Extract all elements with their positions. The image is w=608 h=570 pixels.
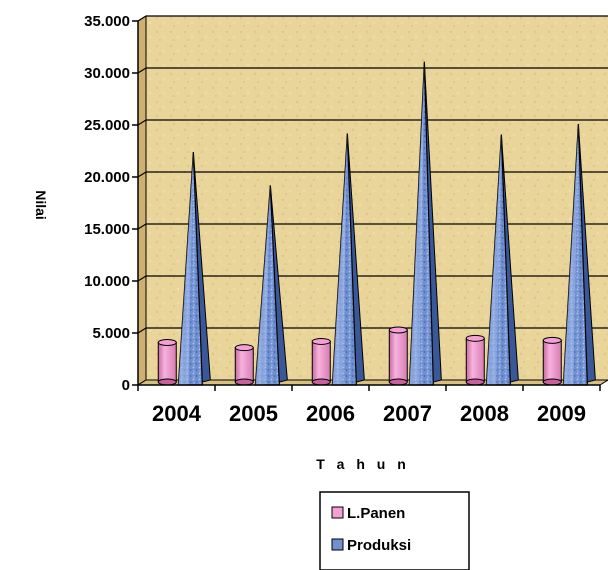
gridline-side bbox=[137, 275, 147, 282]
bar-lpanen-base bbox=[465, 378, 485, 386]
legend-label: Produksi bbox=[347, 537, 411, 554]
bar-lpanen-base bbox=[388, 378, 408, 386]
y-tick-label: 30.000 bbox=[84, 65, 130, 82]
gridline-side bbox=[137, 327, 147, 334]
y-tick-label: 15.000 bbox=[84, 221, 130, 238]
bar-produksi bbox=[331, 133, 365, 386]
legend-swatch-produksi bbox=[331, 538, 344, 551]
legend-label: L.Panen bbox=[347, 505, 405, 522]
bar-lpanen-top bbox=[542, 336, 562, 344]
y-tick-label: 25.000 bbox=[84, 117, 130, 134]
bar-lpanen-body bbox=[311, 340, 331, 383]
bar-lpanen-body bbox=[234, 347, 254, 383]
bar-lpanen-top bbox=[157, 338, 177, 346]
bar-lpanen bbox=[234, 344, 254, 386]
legend-swatch-lpanen bbox=[331, 506, 344, 519]
plot-wall bbox=[136, 15, 608, 386]
legend-box: L.Panen Produksi bbox=[319, 491, 470, 570]
bar-produksi bbox=[562, 124, 596, 386]
bar-lpanen-body bbox=[157, 341, 177, 383]
bar-produksi-highlight bbox=[332, 133, 348, 385]
bar-produksi bbox=[408, 61, 442, 386]
legend: L.Panen Produksi bbox=[319, 491, 470, 570]
bar-lpanen-top bbox=[388, 326, 408, 334]
bar-produksi-highlight bbox=[486, 134, 502, 385]
legend-frame bbox=[319, 491, 470, 570]
gridline-side bbox=[137, 15, 147, 22]
x-tick-label: 2007 bbox=[383, 401, 432, 426]
bar-produksi-highlight bbox=[563, 124, 579, 386]
axes bbox=[132, 20, 601, 391]
bar-lpanen-body bbox=[465, 337, 485, 383]
bar-produksi-highlight bbox=[255, 185, 271, 385]
bar-lpanen-body bbox=[388, 329, 408, 383]
bar-lpanen-base bbox=[157, 378, 177, 386]
gridline-side bbox=[137, 119, 147, 126]
y-tick-label: 5.000 bbox=[92, 325, 130, 342]
bar-lpanen bbox=[465, 334, 485, 386]
y-tick-label: 20.000 bbox=[84, 169, 130, 186]
gridline-side bbox=[137, 223, 147, 230]
y-tick-label: 0 bbox=[122, 377, 130, 394]
bar-lpanen bbox=[311, 337, 331, 386]
x-tick-label: 2008 bbox=[460, 401, 509, 426]
back-wall bbox=[145, 15, 608, 381]
bar-lpanen-top bbox=[465, 334, 485, 342]
bar-lpanen-base bbox=[311, 378, 331, 386]
y-tick-label: 10.000 bbox=[84, 273, 130, 290]
gridline-side bbox=[137, 67, 147, 74]
x-tick-label: 2005 bbox=[229, 401, 278, 426]
bar-lpanen-base bbox=[542, 378, 562, 386]
bar-lpanen bbox=[388, 326, 408, 386]
x-tick-label: 2004 bbox=[152, 401, 202, 426]
bar-produksi-highlight bbox=[178, 152, 194, 385]
bar-lpanen bbox=[542, 336, 562, 386]
bar-produksi-highlight bbox=[409, 61, 425, 385]
gridlines bbox=[137, 15, 608, 334]
x-axis-title: T a h u n bbox=[316, 456, 410, 472]
labels: 0 5.000 10.000 15.000 20.000 25.000 30.000 35.0… bbox=[33, 13, 586, 472]
y-axis-title: Nilai bbox=[33, 190, 49, 220]
y-tick-label: 35.000 bbox=[84, 13, 130, 30]
bar-produksi bbox=[254, 185, 288, 386]
bars bbox=[157, 61, 596, 386]
bar-lpanen-body bbox=[542, 339, 562, 383]
x-tick-label: 2006 bbox=[306, 401, 355, 426]
gridline-side bbox=[137, 171, 147, 178]
side-wall bbox=[137, 15, 147, 386]
bar-lpanen-top bbox=[311, 337, 331, 345]
x-tick-label: 2009 bbox=[537, 401, 586, 426]
bar-lpanen-base bbox=[234, 378, 254, 386]
bar-lpanen-top bbox=[234, 344, 254, 352]
bar-produksi bbox=[485, 134, 519, 386]
bar-lpanen bbox=[157, 338, 177, 386]
